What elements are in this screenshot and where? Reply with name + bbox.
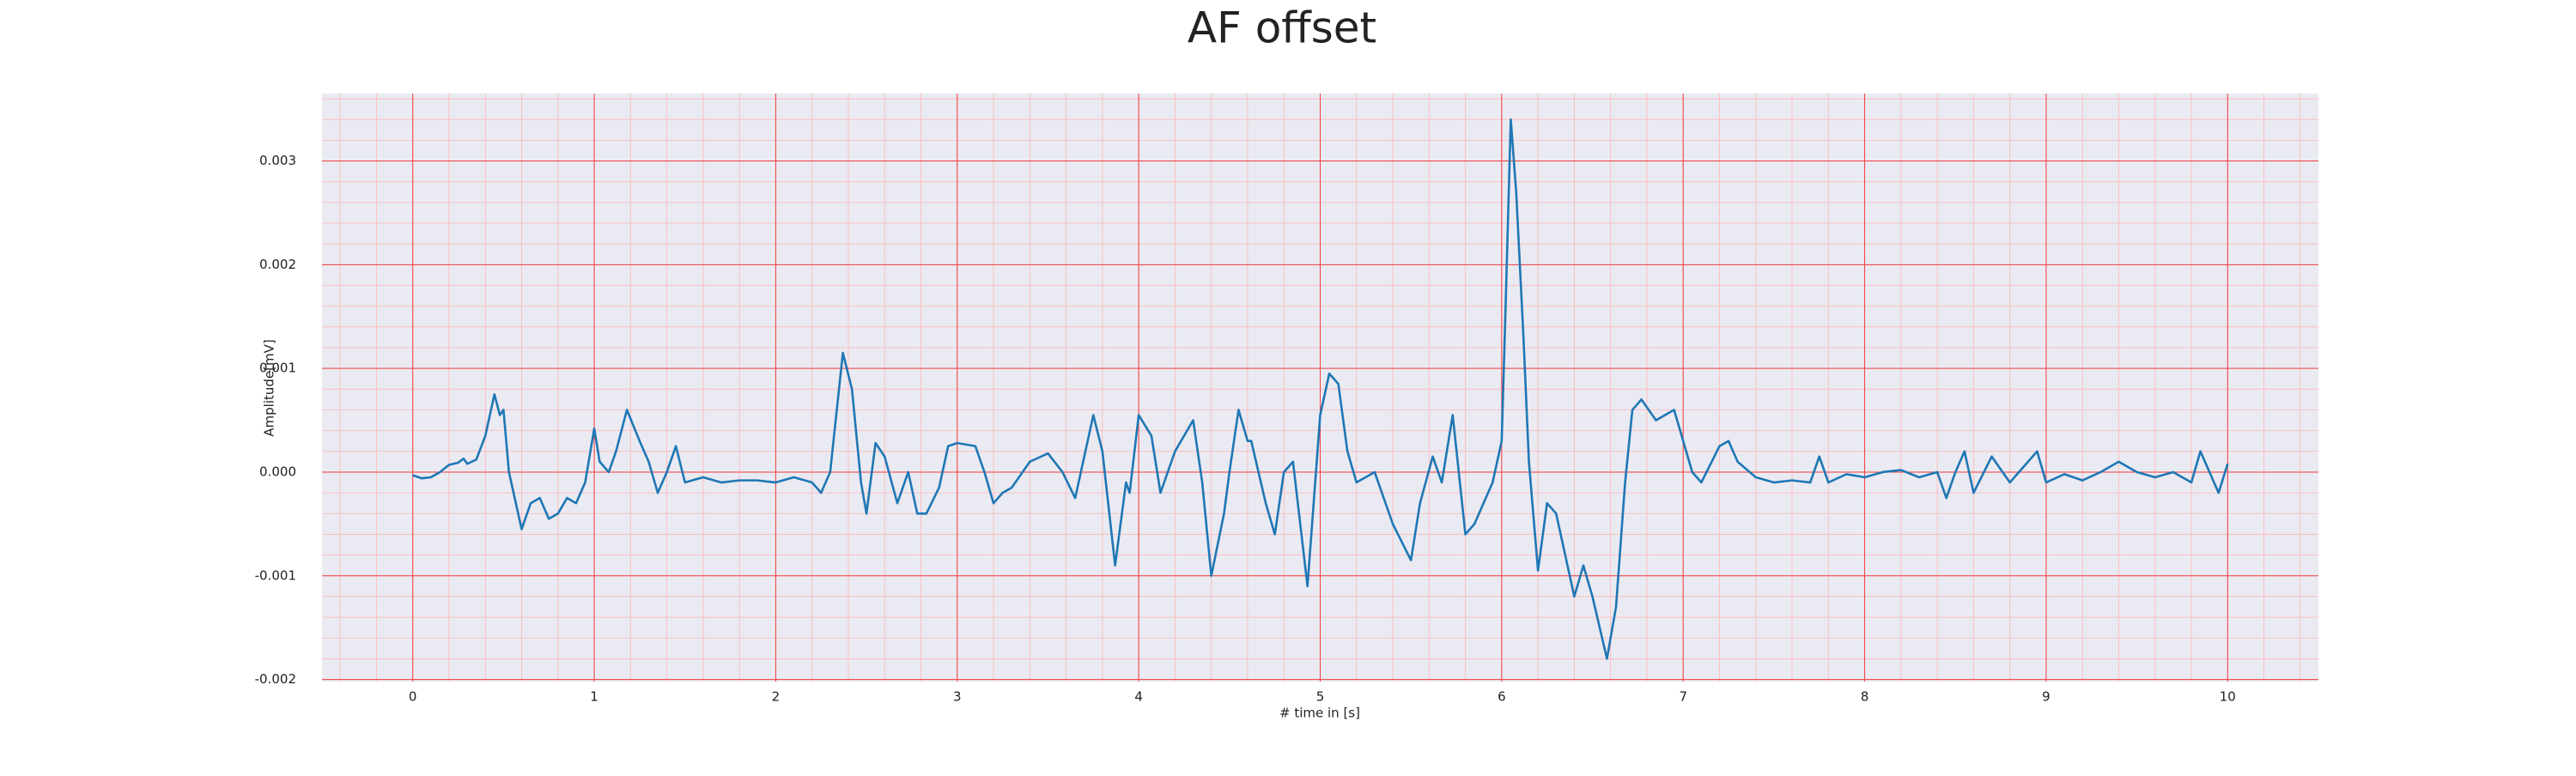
x-tick-label: 7	[1679, 689, 1687, 705]
x-tick-label: 6	[1498, 689, 1506, 705]
grid	[322, 94, 2318, 682]
x-tick-label: 9	[2042, 689, 2050, 705]
chart-title: AF offset	[1188, 3, 1376, 53]
x-tick-label: 0	[409, 689, 417, 705]
x-tick-label: 1	[590, 689, 598, 705]
x-axis-label: # time in [s]	[1279, 706, 1360, 721]
x-tick-label: 8	[1861, 689, 1869, 705]
y-tick-label: -0.001	[255, 567, 296, 583]
signal-line	[412, 118, 2229, 660]
x-tick-label: 5	[1316, 689, 1325, 705]
x-tick-label: 2	[772, 689, 781, 705]
y-axis-label: Amplitude[mV]	[262, 339, 277, 436]
x-tick-label: 10	[2220, 689, 2236, 705]
y-tick-label: 0.002	[259, 257, 296, 272]
y-tick-label: 0.000	[259, 464, 296, 479]
y-tick-label: 0.001	[259, 361, 296, 376]
y-tick-label: 0.003	[259, 153, 296, 168]
x-tick-label: 4	[1134, 689, 1143, 705]
y-tick-label: -0.002	[255, 671, 296, 687]
x-tick-label: 3	[953, 689, 962, 705]
